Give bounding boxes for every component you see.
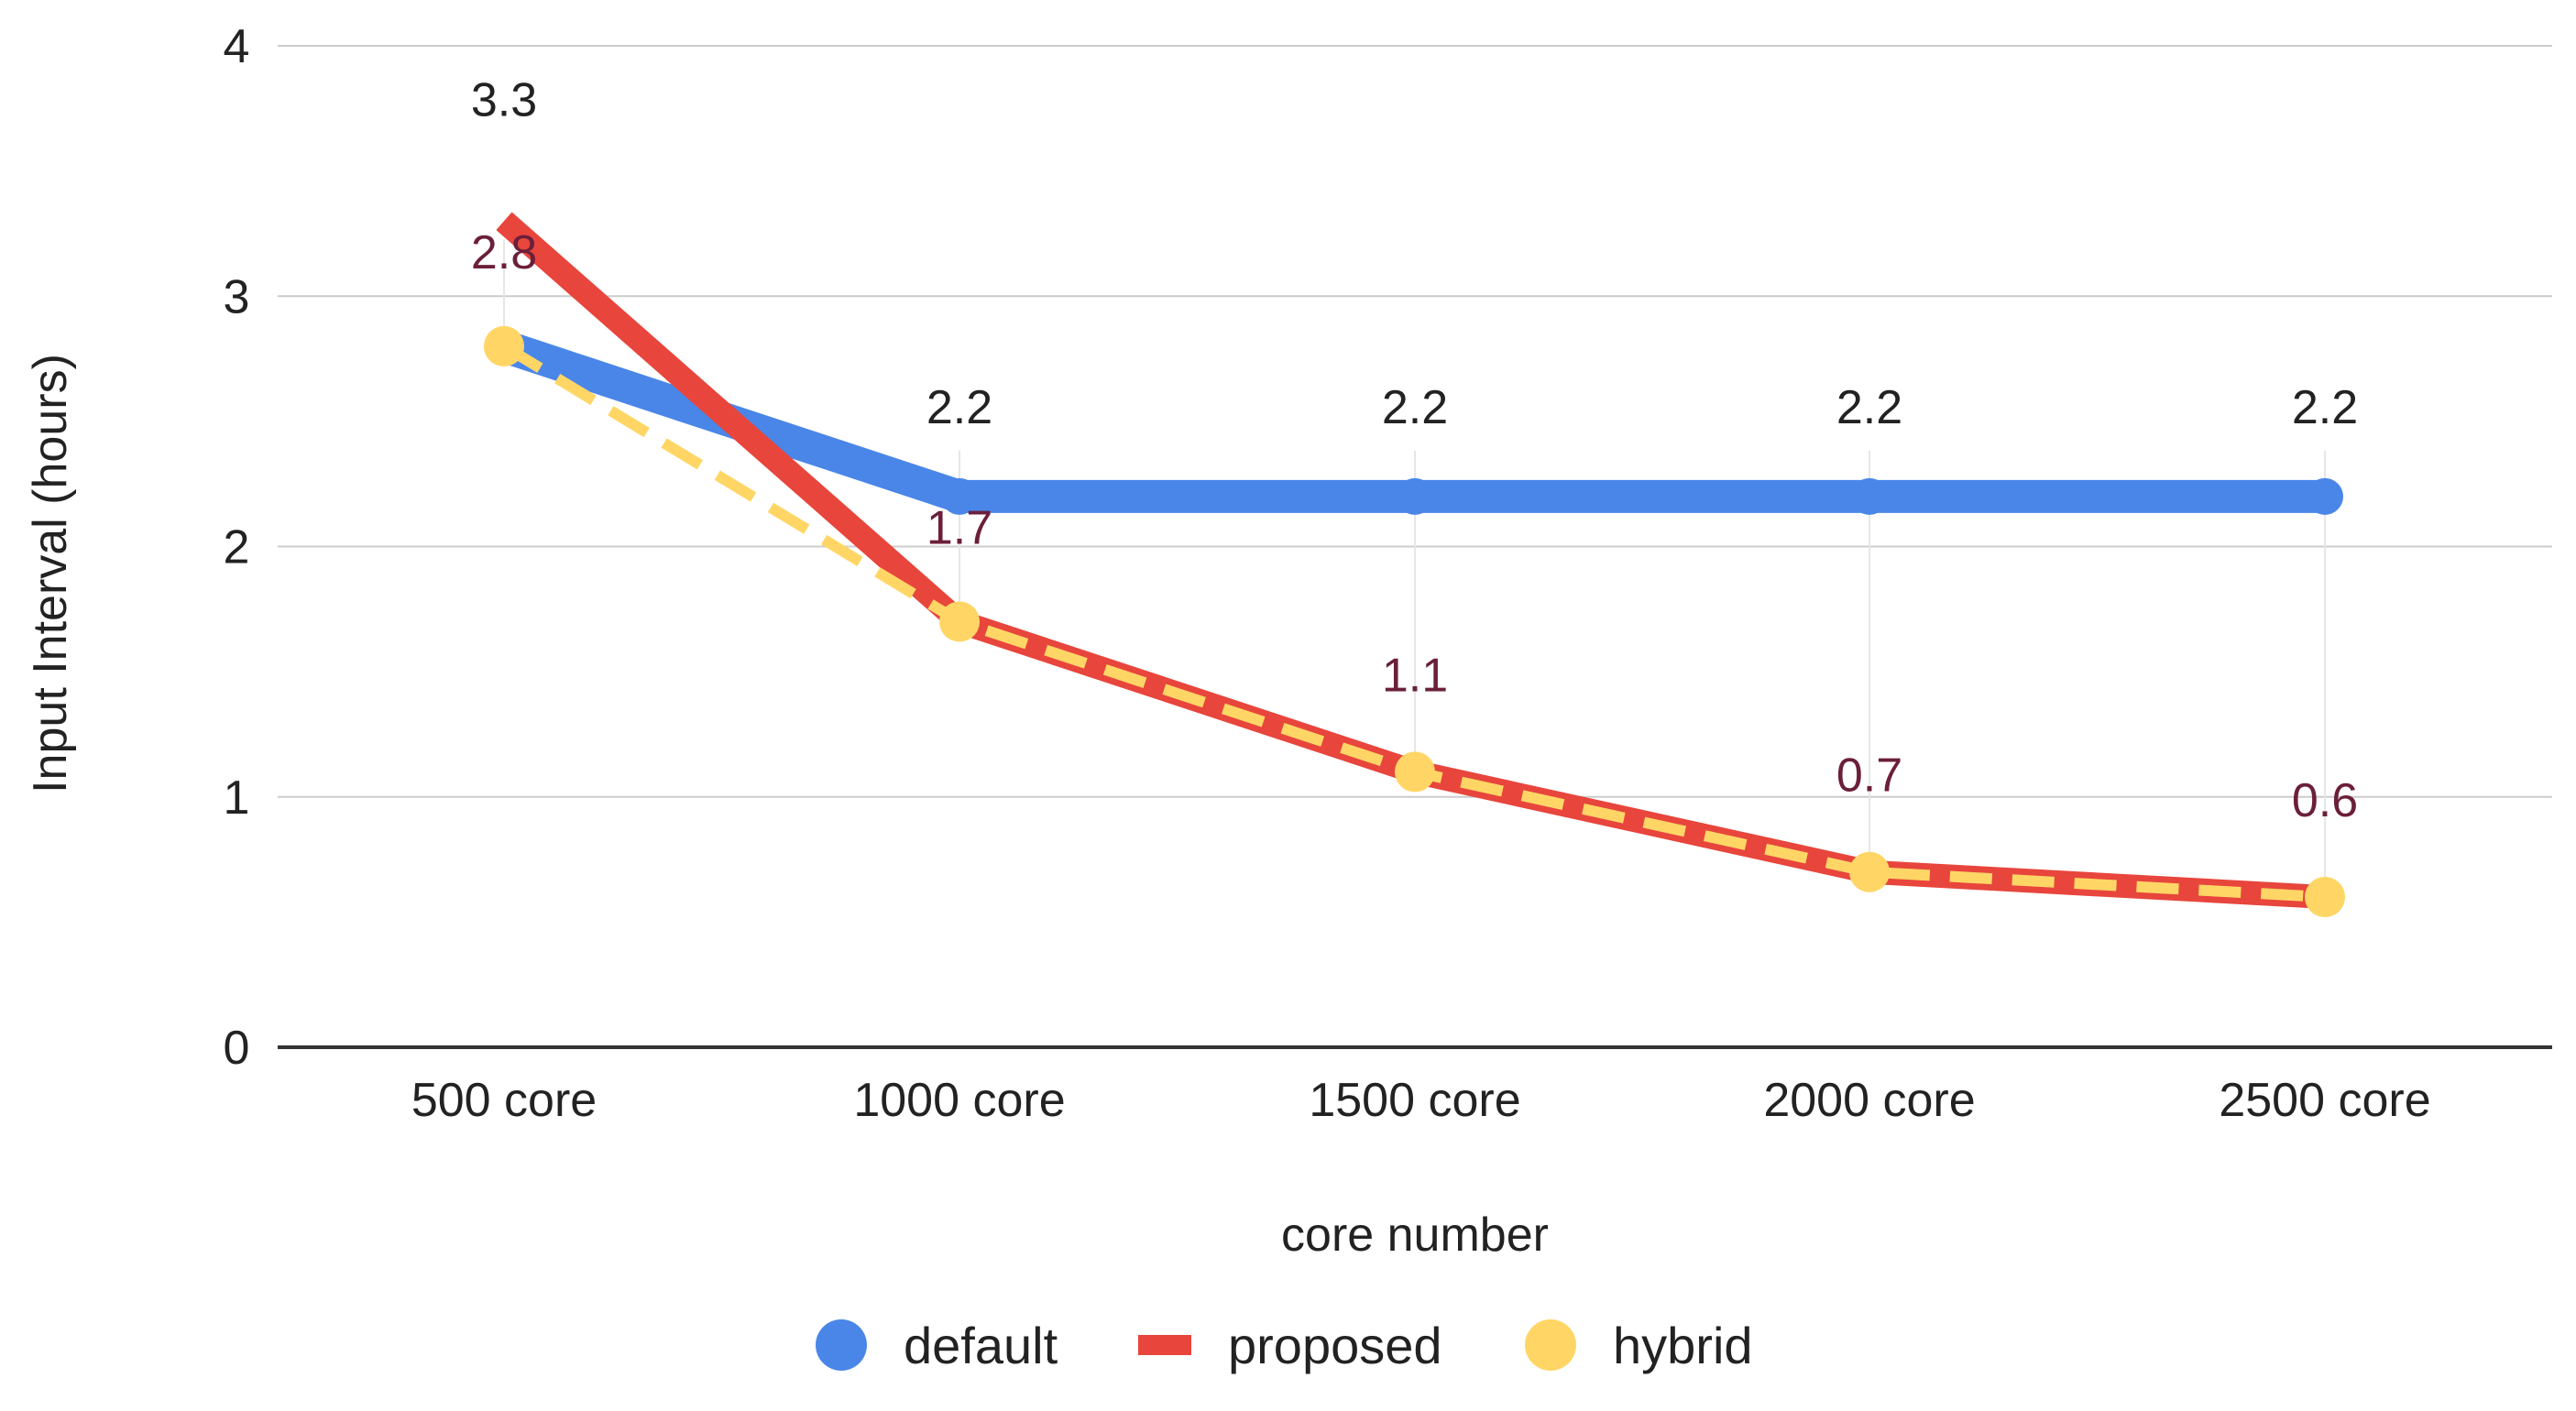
data-point-default xyxy=(2307,477,2343,515)
legend-label-hybrid: hybrid xyxy=(1613,1317,1753,1374)
legend-marker-proposed xyxy=(1138,1335,1191,1355)
data-point-hybrid xyxy=(484,325,524,366)
x-axis-ticks: 500 core 1000 core 1500 core 2000 core 2500 … xyxy=(411,1074,2431,1127)
data-label-hybrid: 2.8 xyxy=(471,226,537,279)
label-leaders xyxy=(503,239,2326,898)
x-tick-label: 2500 core xyxy=(2219,1074,2430,1127)
legend-marker-default xyxy=(816,1319,867,1371)
legend-label-proposed: proposed xyxy=(1228,1317,1442,1374)
data-point-hybrid xyxy=(1849,851,1890,892)
data-label-hybrid: 1.1 xyxy=(1382,649,1448,702)
y-tick-label: 4 xyxy=(224,20,250,73)
legend: default proposed hybrid xyxy=(816,1317,1753,1374)
data-label-default: 2.2 xyxy=(926,381,992,434)
data-label-default: 2.2 xyxy=(1382,381,1448,434)
y-tick-label: 0 xyxy=(224,1022,250,1075)
y-axis-title: Input Interval (hours) xyxy=(24,354,77,793)
data-label-default: 2.2 xyxy=(1836,381,1902,434)
legend-label-default: default xyxy=(904,1317,1058,1374)
data-point-hybrid xyxy=(939,601,980,642)
data-label-proposed: 3.3 xyxy=(471,73,537,126)
y-tick-label: 2 xyxy=(224,521,250,574)
data-point-default xyxy=(941,477,978,515)
data-label-hybrid: 1.7 xyxy=(926,501,992,554)
y-tick-label: 1 xyxy=(224,771,250,825)
data-label-default: 2.2 xyxy=(2292,381,2358,434)
x-axis-title: core number xyxy=(1281,1209,1549,1262)
data-label-hybrid: 0.6 xyxy=(2292,774,2358,827)
x-tick-label: 2000 core xyxy=(1763,1074,1975,1127)
data-label-hybrid: 0.7 xyxy=(1836,749,1902,803)
x-tick-label: 500 core xyxy=(411,1074,597,1127)
data-labels: 2.2 2.2 2.2 2.2 3.3 2.8 1.7 1.1 0.7 0.6 xyxy=(471,73,2358,827)
data-point-default xyxy=(1851,477,1888,515)
x-tick-label: 1500 core xyxy=(1309,1074,1520,1127)
data-point-hybrid xyxy=(1395,751,1435,793)
data-point-default xyxy=(1397,477,1433,515)
series-lines xyxy=(484,212,2345,918)
legend-marker-hybrid xyxy=(1525,1319,1576,1371)
y-tick-label: 3 xyxy=(224,270,250,323)
x-tick-label: 1000 core xyxy=(853,1074,1065,1127)
data-point-hybrid xyxy=(2305,877,2345,918)
y-axis-ticks: 0 1 2 3 4 xyxy=(224,20,250,1075)
